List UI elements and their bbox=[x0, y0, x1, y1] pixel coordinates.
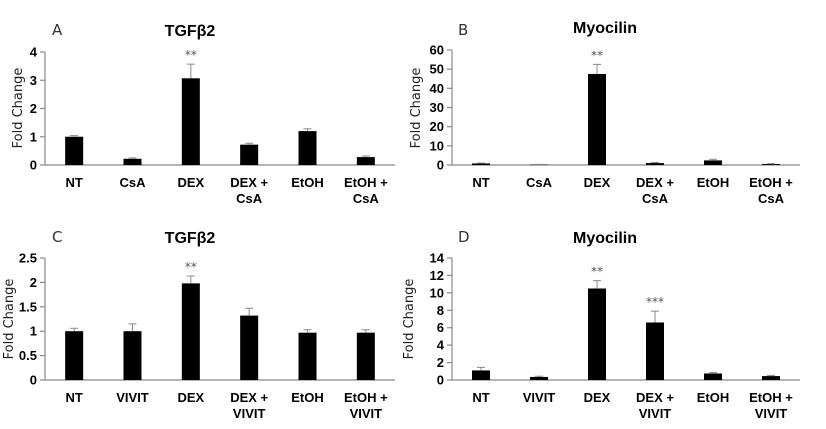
bar bbox=[704, 373, 722, 380]
panel-d: D Myocilin Fold Change 0 2 4 6 8 10 12 14 NT VIVIT **… bbox=[402, 228, 800, 421]
x-tick-label: DEX + CsA bbox=[230, 175, 268, 206]
significance-label: ** bbox=[591, 265, 603, 279]
panel-a: A TGFβ2 Fold Change 0 1 2 3 4 NT CsA ** DEX DEX + CsA… bbox=[11, 21, 395, 206]
x-tick-label: EtOH + CsA bbox=[749, 175, 793, 206]
bar bbox=[356, 332, 375, 380]
x-tick-label: DEX + CsA bbox=[636, 175, 674, 206]
chart-title: TGFβ2 bbox=[165, 23, 216, 40]
x-tick-label: EtOH + VIVIT bbox=[344, 390, 388, 421]
significance-label: ** bbox=[185, 48, 197, 62]
bar bbox=[588, 288, 606, 380]
y-tick-label: 6 bbox=[437, 320, 444, 335]
y-tick-label: 4 bbox=[437, 338, 445, 353]
bar bbox=[704, 160, 722, 165]
x-tick-label: EtOH bbox=[697, 175, 730, 190]
panel-c: C TGFβ2 Fold Change 0 0.5 1 1.5 2 2.5 NT VIVIT ** DE… bbox=[2, 228, 395, 421]
x-tick-label: EtOH bbox=[697, 390, 730, 405]
y-tick-label: 2 bbox=[437, 355, 444, 370]
y-tick-label: 1 bbox=[30, 324, 37, 339]
y-tick-label: 4 bbox=[30, 45, 38, 60]
y-tick-label: 50 bbox=[430, 62, 444, 77]
bar bbox=[240, 315, 259, 380]
x-tick-label: DEX bbox=[177, 390, 204, 405]
bar bbox=[123, 158, 142, 165]
bar bbox=[646, 163, 664, 165]
panel-b: B Myocilin Fold Change 0 10 20 30 40 50 60 NT CsA **… bbox=[409, 20, 800, 206]
panel-letter: C bbox=[52, 228, 62, 246]
chart-title: TGFβ2 bbox=[165, 230, 216, 247]
y-axis-label: Fold Change bbox=[2, 279, 17, 360]
bar bbox=[240, 144, 259, 165]
y-tick-label: 1.5 bbox=[19, 299, 37, 314]
y-tick-label: 2 bbox=[30, 275, 37, 290]
x-tick-label: NT bbox=[472, 175, 489, 190]
y-axis-label: Fold Change bbox=[409, 68, 424, 149]
significance-label: *** bbox=[646, 295, 664, 309]
bar bbox=[530, 376, 548, 380]
x-tick-label: DEX + VIVIT bbox=[636, 390, 674, 421]
x-tick-label: EtOH bbox=[291, 390, 324, 405]
y-tick-label: 10 bbox=[430, 285, 444, 300]
bar bbox=[65, 331, 84, 380]
y-tick-label: 0 bbox=[30, 373, 37, 388]
bar bbox=[646, 322, 664, 380]
bar bbox=[588, 73, 606, 165]
y-tick-label: 10 bbox=[430, 138, 444, 153]
x-tick-label: EtOH + CsA bbox=[344, 175, 388, 206]
y-tick-label: 60 bbox=[430, 43, 444, 58]
y-tick-label: 0 bbox=[437, 373, 444, 388]
bar bbox=[762, 164, 780, 165]
x-tick-label: VIVIT bbox=[523, 390, 556, 405]
y-tick-label: 20 bbox=[430, 119, 444, 134]
significance-label: ** bbox=[591, 48, 603, 62]
x-tick-label: DEX bbox=[584, 175, 611, 190]
bar bbox=[181, 283, 200, 380]
y-tick-label: 2.5 bbox=[19, 251, 37, 266]
y-tick-label: 40 bbox=[430, 81, 444, 96]
bar bbox=[762, 376, 780, 380]
y-tick-label: 0.5 bbox=[19, 348, 37, 363]
panel-letter: B bbox=[458, 21, 468, 39]
bar bbox=[65, 136, 84, 165]
x-tick-label: CsA bbox=[119, 175, 146, 190]
bar bbox=[298, 332, 317, 380]
bar bbox=[298, 131, 317, 165]
y-tick-label: 3 bbox=[30, 73, 37, 88]
y-tick-label: 1 bbox=[30, 129, 37, 144]
y-tick-label: 12 bbox=[430, 268, 444, 283]
x-tick-label: DEX bbox=[177, 175, 204, 190]
y-tick-label: 8 bbox=[437, 303, 444, 318]
y-tick-label: 30 bbox=[430, 100, 444, 115]
x-tick-label: NT bbox=[65, 390, 82, 405]
y-axis-label: Fold Change bbox=[402, 279, 417, 360]
y-axis-label: Fold Change bbox=[11, 68, 26, 149]
y-tick-label: 0 bbox=[30, 158, 37, 173]
bar bbox=[472, 163, 490, 165]
bar bbox=[356, 157, 375, 165]
x-tick-label: VIVIT bbox=[116, 390, 149, 405]
y-tick-label: 14 bbox=[430, 251, 445, 266]
x-tick-label: CsA bbox=[526, 175, 553, 190]
chart-title: Myocilin bbox=[573, 20, 637, 37]
y-tick-label: 2 bbox=[30, 101, 37, 116]
panel-letter: D bbox=[458, 228, 470, 246]
chart-title: Myocilin bbox=[573, 230, 637, 247]
panel-letter: A bbox=[52, 21, 63, 39]
x-tick-label: NT bbox=[65, 175, 82, 190]
x-tick-label: DEX + VIVIT bbox=[230, 390, 268, 421]
y-tick-label: 0 bbox=[437, 158, 444, 173]
x-tick-label: DEX bbox=[584, 390, 611, 405]
bar bbox=[472, 370, 490, 380]
x-tick-label: NT bbox=[472, 390, 489, 405]
x-tick-label: EtOH bbox=[291, 175, 324, 190]
significance-label: ** bbox=[185, 260, 197, 274]
bar bbox=[123, 331, 142, 380]
x-tick-label: EtOH + VIVIT bbox=[749, 390, 793, 421]
bar bbox=[181, 78, 200, 165]
